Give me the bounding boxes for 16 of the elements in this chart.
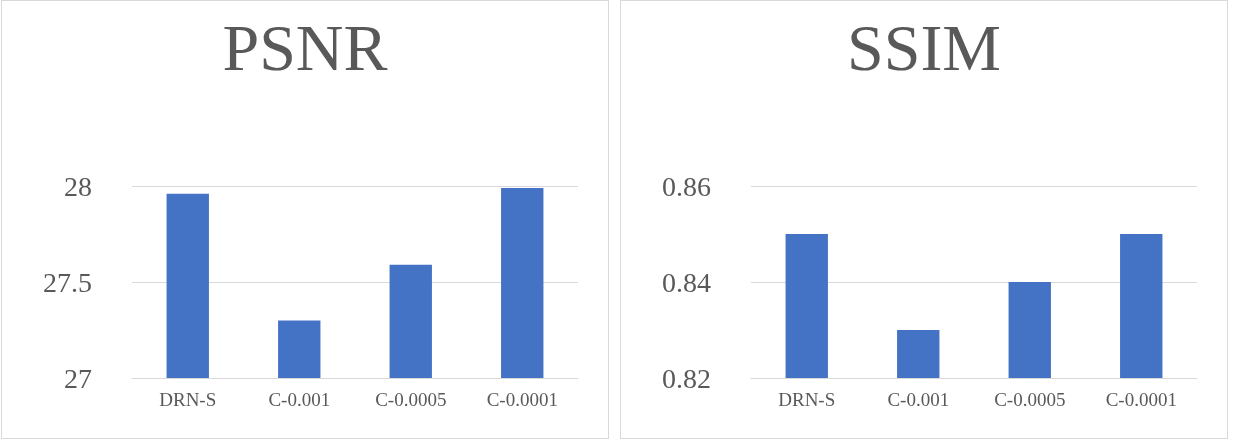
y-tick-label: 0.84 — [662, 266, 711, 298]
x-tick-label: C-0.0001 — [1105, 389, 1177, 410]
y-tick-label: 27.5 — [43, 266, 92, 298]
y-tick-label: 0.82 — [662, 362, 711, 394]
chart-title: PSNR — [222, 10, 388, 84]
x-tick-label: C-0.001 — [887, 389, 950, 410]
x-tick-label: C-0.0005 — [375, 389, 447, 410]
x-tick-label: C-0.0005 — [994, 389, 1066, 410]
y-tick-label: 27 — [64, 362, 92, 394]
x-tick-label: DRN-S — [778, 389, 836, 410]
x-tick-label: C-0.0001 — [486, 389, 558, 410]
y-tick-label: 28 — [64, 170, 92, 202]
y-tick-label: 0.86 — [662, 170, 711, 202]
x-tick-label: DRN-S — [159, 389, 217, 410]
chart-title: SSIM — [846, 10, 1002, 84]
x-tick-label: C-0.001 — [268, 389, 331, 410]
